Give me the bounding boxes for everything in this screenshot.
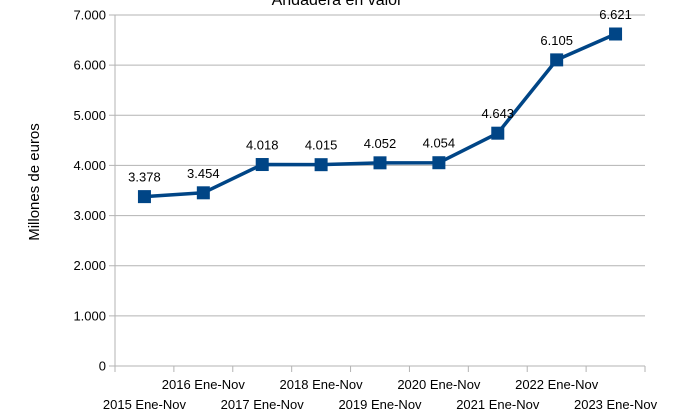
- data-point-marker: [314, 158, 328, 172]
- y-tick-labels: 0 1.000 2.000 3.000 4.000 5.000 6.000 7.000: [73, 8, 106, 374]
- x-tick-label: 2016 Ene-Nov: [162, 377, 246, 392]
- data-point-marker: [196, 186, 210, 200]
- y-tick-label: 5.000: [73, 108, 106, 123]
- x-tick-label: 2017 Ene-Nov: [221, 397, 305, 412]
- x-tick-label: 2020 Ene-Nov: [397, 377, 481, 392]
- data-label: 4.015: [305, 138, 338, 153]
- data-label: 4.054: [423, 136, 456, 151]
- data-point-marker: [255, 158, 269, 172]
- axes: [114, 15, 646, 372]
- data-point-marker: [609, 27, 623, 41]
- chart-title: Andadera en valor: [272, 0, 403, 9]
- data-label: 4.052: [364, 136, 397, 151]
- data-label: 3.454: [187, 166, 220, 181]
- data-label: 6.105: [540, 33, 573, 48]
- data-point-marker: [373, 156, 387, 170]
- y-tick-label: 6.000: [73, 58, 106, 73]
- data-labels: 3.378 3.454 4.018 4.015 4.052 4.054 4.643 6.105…: [128, 7, 632, 185]
- x-tick-label: 2022 Ene-Nov: [515, 377, 599, 392]
- data-label: 6.621: [599, 7, 632, 22]
- y-axis-title: Millones de euros: [26, 123, 43, 241]
- data-point-marker: [137, 190, 151, 204]
- data-point-marker: [491, 126, 505, 140]
- x-tick-label: 2023 Ene-Nov: [574, 397, 658, 412]
- data-label: 3.378: [128, 170, 161, 185]
- series-group: [137, 27, 623, 204]
- x-tick-label: 2015 Ene-Nov: [103, 397, 187, 412]
- y-tick-label: 4.000: [73, 158, 106, 173]
- x-tick-label: 2019 Ene-Nov: [338, 397, 422, 412]
- x-tick-label: 2018 Ene-Nov: [280, 377, 364, 392]
- data-label: 4.643: [482, 106, 515, 121]
- y-tick-label: 7.000: [73, 8, 106, 23]
- data-point-marker: [550, 53, 564, 67]
- y-tick-label: 3.000: [73, 208, 106, 223]
- y-tick-label: 2.000: [73, 258, 106, 273]
- data-label: 4.018: [246, 138, 279, 153]
- x-tick-labels: 2015 Ene-Nov 2016 Ene-Nov 2017 Ene-Nov 2018…: [103, 377, 658, 412]
- y-tick-label: 1.000: [73, 308, 106, 323]
- data-point-marker: [432, 156, 446, 170]
- x-tick-label: 2021 Ene-Nov: [456, 397, 540, 412]
- gridlines: [109, 14, 645, 367]
- y-tick-label: 0: [99, 359, 106, 374]
